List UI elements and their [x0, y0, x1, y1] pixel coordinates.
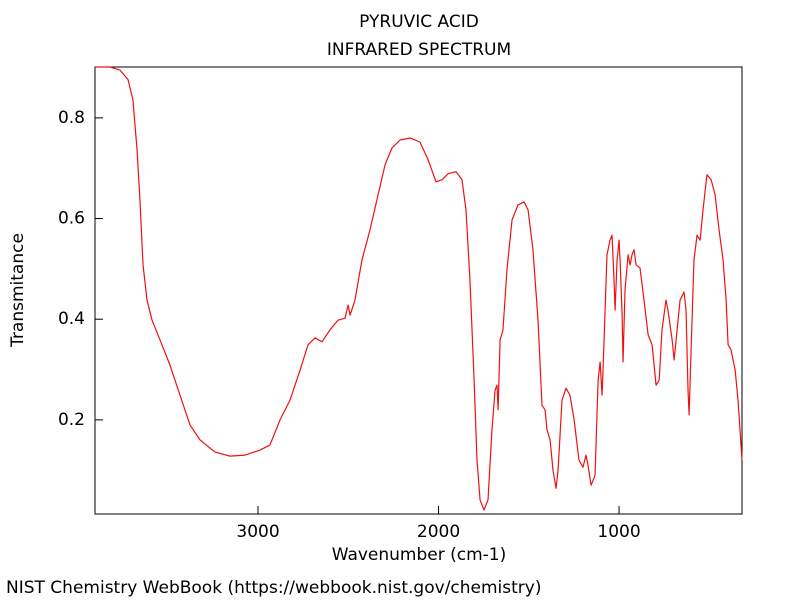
chart-title: PYRUVIC ACID	[359, 12, 479, 32]
plot-frame	[94, 66, 743, 515]
y-axis-label: Transmitance	[8, 233, 28, 348]
spectrum-line	[95, 66, 743, 511]
x-tick-label: 3000	[236, 522, 279, 542]
y-tick-label: 0.8	[58, 108, 85, 128]
y-tick-label: 0.4	[58, 309, 85, 329]
y-tick-label: 0.2	[58, 410, 85, 430]
x-tick-label: 2000	[417, 522, 460, 542]
source-note: NIST Chemistry WebBook (https://webbook.…	[6, 578, 541, 598]
x-axis-label: Wavenumber (cm-1)	[332, 545, 507, 565]
y-tick-label: 0.6	[58, 209, 85, 229]
chart-subtitle: INFRARED SPECTRUM	[327, 40, 511, 60]
x-tick-label: 1000	[597, 522, 640, 542]
